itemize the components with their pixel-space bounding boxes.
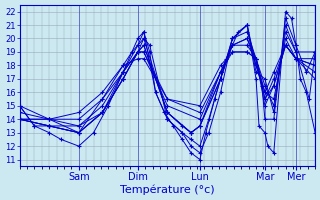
X-axis label: Température (°c): Température (°c) (120, 185, 215, 195)
